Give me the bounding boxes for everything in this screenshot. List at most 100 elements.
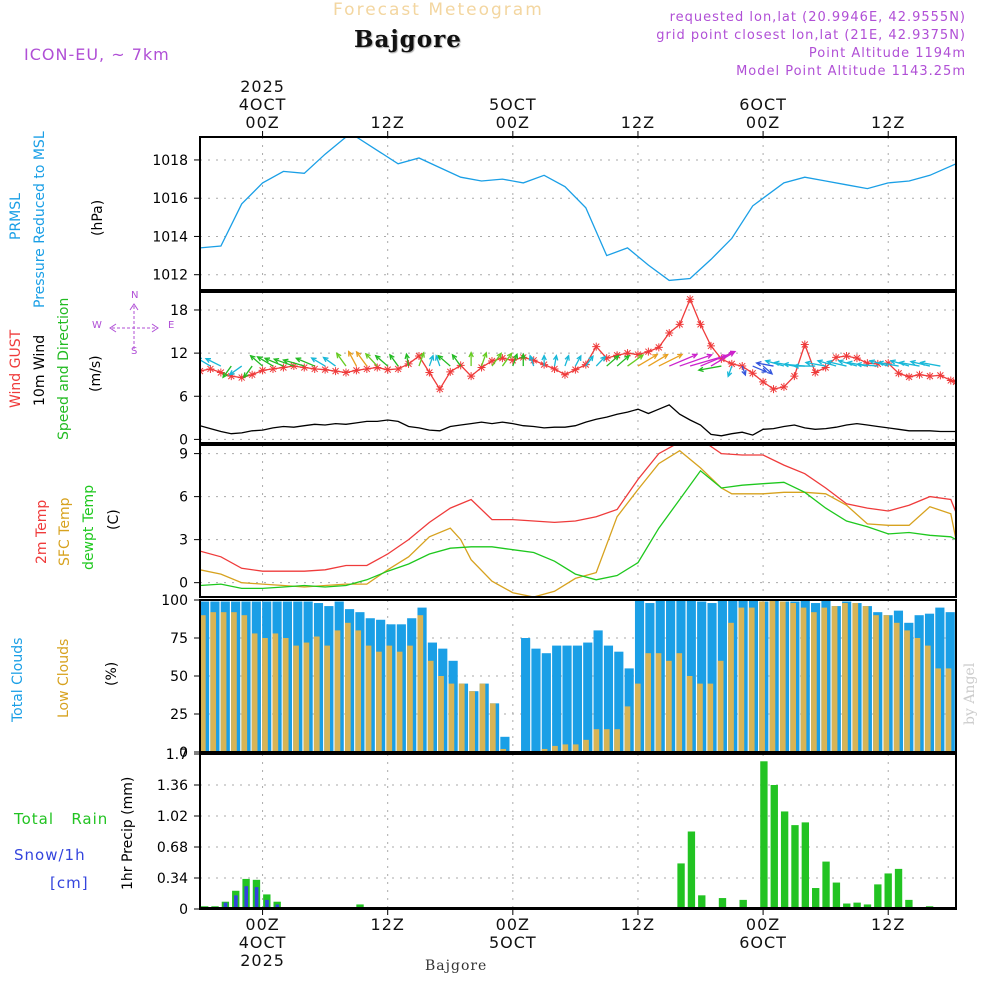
wind-vector-head <box>652 353 659 360</box>
wind-vector-head <box>826 359 833 366</box>
wind-vector <box>595 356 606 367</box>
low-cloud-bar <box>438 676 444 752</box>
low-cloud-bar <box>593 729 600 752</box>
wind-vector <box>451 354 462 367</box>
wind-vector-head <box>204 357 212 363</box>
low-cloud-bar <box>552 745 558 752</box>
panel-2: 0 3 6 9 <box>179 444 957 598</box>
gust-marker <box>237 373 246 382</box>
wind-vector <box>606 355 620 367</box>
gust-marker <box>467 372 476 381</box>
wind-vector <box>727 365 733 377</box>
low-cloud-bar <box>759 601 765 752</box>
gust-marker <box>894 369 903 378</box>
wind-vector <box>348 351 357 367</box>
x-tick-label-bottom: 00Z <box>746 915 780 934</box>
wind-vector-head <box>552 354 559 361</box>
wind-vector-head <box>222 372 228 379</box>
wind-vector-head <box>764 359 771 365</box>
low-cloud-bar <box>686 676 693 752</box>
wind-vector <box>200 365 201 367</box>
gust-marker <box>383 365 392 374</box>
low-cloud-bar <box>831 606 838 752</box>
gust-marker <box>206 364 215 373</box>
wind-vector-head <box>846 360 853 366</box>
panel-frame <box>199 599 957 753</box>
y-tick-label: 1016 <box>152 191 188 207</box>
low-cloud-bar <box>707 683 714 752</box>
wind-vector-head <box>909 359 916 366</box>
x-tick-label-top: 5OCT <box>489 95 537 114</box>
low-cloud-bar <box>407 645 413 752</box>
low-cloud-bar <box>811 612 817 752</box>
wind-vector-head <box>637 354 645 360</box>
wind-vector-head <box>506 352 513 359</box>
total-cloud-bar <box>614 651 624 752</box>
low-cloud-bar <box>417 615 424 752</box>
gust-marker <box>686 295 695 304</box>
low-cloud-bar <box>645 653 652 752</box>
x-tick-label-bottom: 4OCT <box>239 933 287 952</box>
gust-marker <box>665 328 674 337</box>
wind-vector-head <box>889 359 896 365</box>
low-cloud-bar <box>728 622 734 752</box>
series-group <box>200 295 956 437</box>
wind-vector-head <box>726 371 733 378</box>
gust-marker <box>248 370 257 379</box>
label-total-rain: Total Rain <box>14 810 109 828</box>
label-snow-unit: [cm] <box>50 874 89 892</box>
low-cloud-bar <box>210 612 217 752</box>
snow-bar <box>265 899 269 909</box>
gust-marker <box>946 376 955 385</box>
wind-vector <box>878 361 899 367</box>
wind-vector <box>311 357 326 367</box>
wind-vector-head <box>355 350 362 358</box>
gust-marker <box>373 363 382 372</box>
low-cloud-bar <box>241 615 248 752</box>
gust-marker <box>279 363 288 372</box>
gust-marker <box>300 363 309 372</box>
snow-bar <box>244 886 249 909</box>
rain-bar <box>739 899 747 909</box>
y-tick-label: 50 <box>170 669 188 685</box>
y-tick-label: 3 <box>179 533 188 549</box>
wind-vector-head <box>263 357 271 363</box>
model-point-altitude: Model Point Altitude 1143.25m <box>736 64 966 79</box>
gust-marker <box>623 349 632 358</box>
series-wind-gust <box>200 297 956 391</box>
gust-marker <box>268 364 277 373</box>
low-cloud-bar <box>676 653 683 752</box>
wind-vector-head <box>374 354 381 361</box>
location-title: Bajgore <box>354 26 462 53</box>
label-snow: Snow/1h <box>14 846 86 864</box>
rain-bar <box>832 882 841 909</box>
x-tick-label-top: 12Z <box>621 113 655 132</box>
wind-vector-head <box>389 353 395 360</box>
rain-bar <box>687 831 696 909</box>
gust-marker <box>821 363 830 372</box>
gust-marker <box>394 364 403 373</box>
gust-marker <box>571 365 580 374</box>
low-cloud-bar <box>262 638 268 752</box>
wind-vector-head <box>434 354 441 361</box>
snow-bar <box>223 902 228 909</box>
gust-marker <box>560 370 569 379</box>
wind-vector <box>698 365 722 371</box>
wind-vector <box>817 360 837 367</box>
panel-4: 0 0.34 0.68 1.02 1.36 1.7 <box>157 747 957 918</box>
wind-vector <box>323 356 336 367</box>
low-cloud-bar <box>904 630 910 752</box>
gust-marker <box>331 367 340 376</box>
low-cloud-bar <box>852 603 859 752</box>
wind-vector <box>264 357 284 367</box>
wind-vector-head <box>741 369 747 377</box>
x-tick-label-top: 2025 <box>240 77 285 96</box>
low-cloud-bar <box>272 633 279 752</box>
gust-marker <box>738 362 747 371</box>
wind-vector <box>710 351 735 367</box>
x-tick-label-top: 12Z <box>371 113 405 132</box>
gust-marker <box>832 353 841 362</box>
total-cloud-bar <box>697 601 707 752</box>
low-cloud-bar <box>386 645 393 752</box>
product-title: Forecast Meteogram <box>333 0 544 20</box>
